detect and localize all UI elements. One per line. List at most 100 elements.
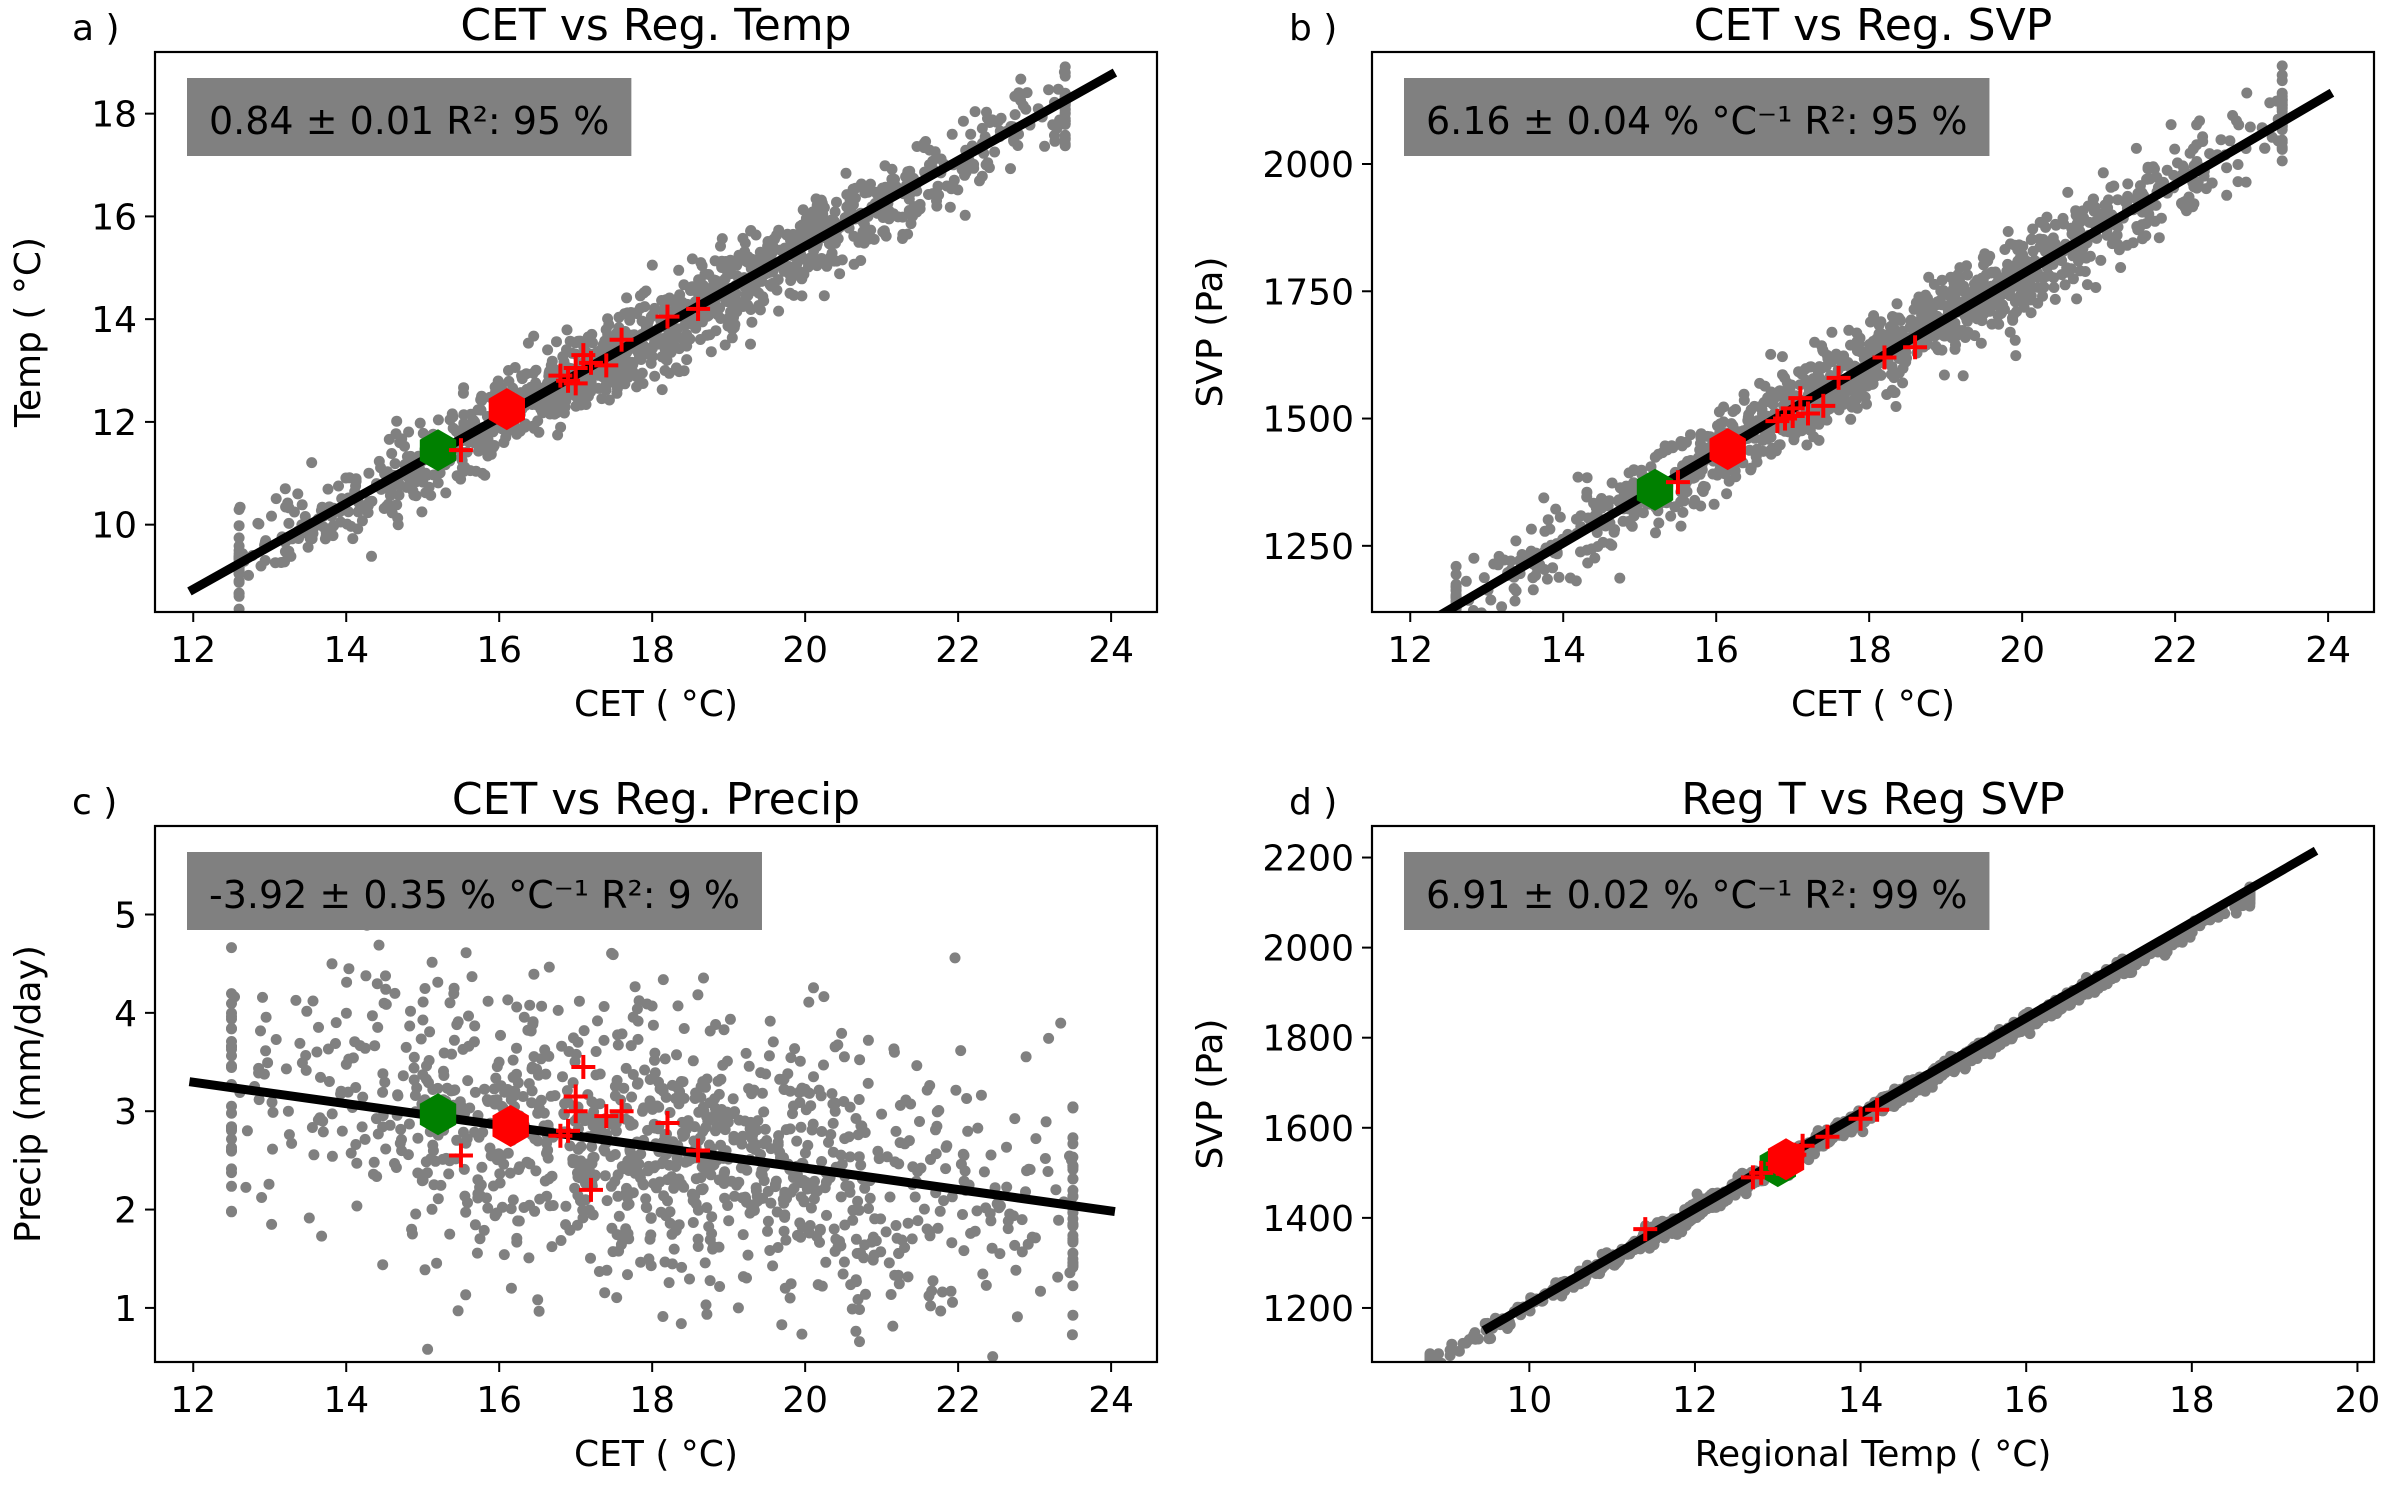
scatter-point — [267, 1143, 278, 1155]
scatter-point — [676, 332, 688, 344]
scatter-point — [644, 1233, 656, 1245]
scatter-point — [1932, 328, 1944, 340]
scatter-point — [745, 338, 756, 350]
scatter-point — [391, 415, 403, 427]
panel-title: Reg T vs Reg SVP — [1681, 774, 2065, 825]
scatter-point — [687, 1055, 699, 1067]
scatter-point — [361, 919, 373, 931]
scatter-point — [1773, 439, 1785, 451]
scatter-point — [1900, 346, 1912, 358]
scatter-point — [326, 958, 338, 970]
scatter-point — [233, 576, 245, 588]
scatter-point — [962, 1125, 974, 1137]
scatter-point — [524, 999, 536, 1011]
x-tick-label: 18 — [629, 1380, 675, 1421]
scatter-point — [814, 1236, 825, 1248]
scatter-point — [2264, 97, 2276, 109]
scatter-point — [299, 511, 311, 522]
scatter-point — [392, 1089, 404, 1101]
y-axis-label: SVP (Pa) — [1190, 1019, 1231, 1170]
scatter-point — [404, 1020, 416, 1032]
scatter-point — [432, 1193, 444, 1205]
scatter-point — [426, 956, 438, 968]
scatter-point — [623, 1198, 635, 1210]
scatter-point — [1050, 1184, 1062, 1196]
scatter-point — [532, 1294, 544, 1306]
scatter-point — [320, 530, 332, 542]
scatter-point — [507, 1071, 519, 1083]
scatter-point — [1958, 280, 1970, 292]
scatter-point — [2111, 229, 2123, 241]
scatter-point — [1541, 573, 1553, 585]
scatter-point — [980, 1279, 992, 1291]
scatter-point — [464, 465, 476, 477]
scatter-point — [1485, 594, 1497, 606]
scatter-point — [705, 1169, 717, 1181]
scatter-point — [2138, 955, 2150, 967]
scatter-point — [773, 224, 785, 236]
scatter-point — [469, 1086, 481, 1098]
scatter-point — [1951, 323, 1963, 335]
scatter-point — [426, 1203, 438, 1215]
scatter-point — [1961, 260, 1972, 272]
scatter-point — [507, 1194, 519, 1206]
scatter-point — [275, 557, 287, 568]
scatter-point — [668, 1182, 680, 1194]
scatter-point — [2034, 241, 2046, 253]
scatter-point — [462, 1075, 474, 1087]
scatter-point — [471, 1247, 483, 1259]
scatter-point — [561, 344, 572, 356]
scatter-point — [559, 1098, 571, 1110]
scatter-point — [1553, 571, 1565, 583]
scatter-point — [1950, 286, 1962, 298]
red-cross-marker — [1811, 393, 1836, 418]
scatter-point — [2204, 148, 2216, 160]
scatter-point — [1962, 269, 1973, 281]
scatter-point — [2230, 903, 2242, 915]
scatter-point — [2067, 250, 2079, 262]
scatter-point — [829, 1245, 841, 1257]
scatter-point — [1059, 107, 1071, 119]
scatter-point — [859, 1182, 871, 1194]
scatter-point — [1891, 298, 1903, 310]
scatter-point — [1009, 1239, 1021, 1251]
scatter-point — [645, 1212, 657, 1224]
scatter-point — [810, 193, 822, 205]
scatter-point — [681, 354, 693, 366]
scatter-point — [972, 1122, 984, 1134]
scatter-point — [326, 1108, 338, 1120]
scatter-point — [478, 434, 490, 446]
scatter-point — [266, 1218, 278, 1230]
scatter-point — [659, 334, 671, 346]
scatter-point — [705, 346, 717, 358]
scatter-point — [600, 324, 612, 336]
scatter-point — [2112, 239, 2124, 250]
scatter-point — [323, 1076, 335, 1087]
scatter-point — [647, 1019, 659, 1031]
scatter-point — [1424, 1356, 1436, 1362]
scatter-point — [839, 1219, 851, 1231]
scatter-point — [286, 1137, 298, 1149]
scatter-point — [350, 475, 362, 487]
scatter-point — [697, 1125, 709, 1137]
scatter-point — [255, 560, 267, 572]
red-hexagon-marker — [1709, 428, 1746, 471]
scatter-point — [742, 289, 754, 301]
scatter-point — [1875, 369, 1887, 381]
red-cross-marker — [655, 1111, 680, 1136]
scatter-point — [709, 1093, 721, 1105]
scatter-point — [741, 1164, 753, 1176]
scatter-point — [718, 1024, 730, 1036]
scatter-point — [1538, 492, 1550, 504]
scatter-point — [446, 1048, 458, 1060]
scatter-point — [495, 1029, 506, 1041]
scatter-point — [283, 1129, 295, 1141]
scatter-point — [512, 1215, 524, 1227]
scatter-point — [1885, 325, 1897, 337]
green-hexagon-marker — [419, 429, 457, 472]
scatter-point — [476, 395, 488, 407]
scatter-point — [505, 1282, 517, 1294]
scatter-point — [864, 1192, 876, 1204]
scatter-point — [303, 1212, 315, 1224]
scatter-point — [1677, 506, 1689, 518]
